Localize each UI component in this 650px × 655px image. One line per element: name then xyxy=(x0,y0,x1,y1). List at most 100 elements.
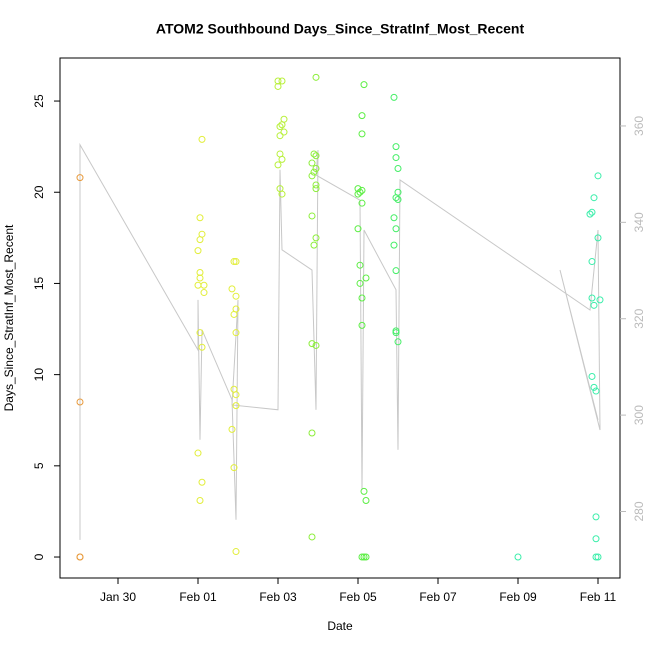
point xyxy=(312,341,320,349)
point xyxy=(308,159,316,167)
point xyxy=(592,513,600,521)
point xyxy=(196,236,204,244)
point xyxy=(200,289,208,297)
point xyxy=(392,267,400,275)
point xyxy=(274,82,282,90)
point xyxy=(308,212,316,220)
point xyxy=(76,398,84,406)
point xyxy=(362,553,370,561)
point xyxy=(196,329,204,337)
point xyxy=(596,296,604,304)
point xyxy=(278,155,286,163)
y-tick-label: 5 xyxy=(32,462,46,469)
y-tick-label: 15 xyxy=(32,276,46,290)
point xyxy=(392,194,400,202)
x-tick-label: Feb 11 xyxy=(580,590,617,604)
point xyxy=(310,168,318,176)
point xyxy=(198,135,206,143)
point xyxy=(280,128,288,136)
point xyxy=(362,274,370,282)
y2-tick-label: 300 xyxy=(632,405,646,425)
plot-frame xyxy=(59,57,621,579)
point xyxy=(586,210,594,218)
point xyxy=(394,196,402,204)
point xyxy=(590,301,598,309)
x-tick-label: Jan 30 xyxy=(100,590,136,604)
chart-title: ATOM2 Southbound Days_Since_StratInf_Mos… xyxy=(156,21,525,37)
point xyxy=(590,383,598,391)
point xyxy=(312,234,320,242)
y2-tick-label: 360 xyxy=(632,116,646,136)
point xyxy=(392,225,400,233)
point xyxy=(588,258,596,266)
point xyxy=(392,329,400,337)
point xyxy=(194,449,202,457)
point xyxy=(228,285,236,293)
point xyxy=(196,268,204,276)
point xyxy=(196,496,204,504)
point xyxy=(358,130,366,138)
point xyxy=(592,387,600,395)
point xyxy=(360,553,368,561)
point xyxy=(230,258,238,266)
x-tick-label: Feb 09 xyxy=(499,590,537,604)
point xyxy=(358,294,366,302)
point xyxy=(232,258,240,266)
point xyxy=(312,165,320,173)
point xyxy=(310,241,318,249)
point xyxy=(276,123,284,131)
point xyxy=(594,172,602,180)
point xyxy=(200,281,208,289)
point xyxy=(358,553,366,561)
point xyxy=(196,274,204,282)
y-axis-label: Days_Since_StratInf_Most_Recent xyxy=(2,224,16,411)
y2-tick-label: 340 xyxy=(632,212,646,232)
point xyxy=(230,310,238,318)
point xyxy=(198,478,206,486)
point xyxy=(392,143,400,151)
point xyxy=(588,294,596,302)
point xyxy=(76,553,84,561)
point xyxy=(228,425,236,433)
point xyxy=(358,321,366,329)
point xyxy=(362,496,370,504)
point xyxy=(392,154,400,162)
point xyxy=(360,81,368,89)
point xyxy=(308,533,316,541)
point xyxy=(358,199,366,207)
y-tick-label: 0 xyxy=(32,553,46,560)
point xyxy=(310,150,318,158)
point xyxy=(358,112,366,120)
point xyxy=(354,185,362,193)
point xyxy=(360,487,368,495)
x-tick-label: Feb 07 xyxy=(419,590,457,604)
point xyxy=(590,194,598,202)
y-tick-label: 10 xyxy=(32,368,46,382)
series-line xyxy=(79,142,601,540)
point xyxy=(356,261,364,269)
point xyxy=(594,234,602,242)
point xyxy=(196,214,204,222)
point xyxy=(594,553,602,561)
point xyxy=(592,535,600,543)
point xyxy=(312,185,320,193)
x-tick-label: Feb 05 xyxy=(339,590,377,604)
y-tick-label: 25 xyxy=(32,94,46,108)
point xyxy=(308,340,316,348)
point xyxy=(274,77,282,85)
point xyxy=(276,132,284,140)
point xyxy=(274,161,282,169)
point xyxy=(390,93,398,101)
point xyxy=(278,190,286,198)
point xyxy=(356,188,364,196)
point xyxy=(232,548,240,556)
point xyxy=(308,172,316,180)
point xyxy=(588,208,596,216)
y-tick-label: 20 xyxy=(32,185,46,199)
point xyxy=(278,77,286,85)
point xyxy=(278,121,286,129)
point xyxy=(592,553,600,561)
point xyxy=(390,214,398,222)
point xyxy=(394,338,402,346)
point xyxy=(308,429,316,437)
